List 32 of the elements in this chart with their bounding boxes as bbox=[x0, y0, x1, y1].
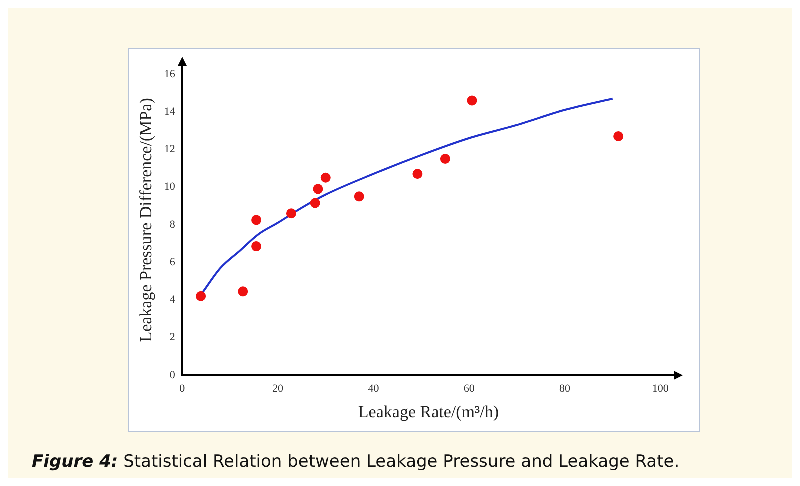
x-axis-title: Leakage Rate/(m³/h) bbox=[358, 402, 499, 422]
point bbox=[320, 172, 331, 183]
x-tick-label: 0 bbox=[180, 382, 186, 395]
x-tick-label: 100 bbox=[652, 382, 670, 395]
y-tick-label: 8 bbox=[170, 218, 176, 231]
point bbox=[440, 154, 450, 164]
point bbox=[310, 198, 320, 208]
point bbox=[614, 131, 624, 142]
point bbox=[313, 184, 324, 194]
y-tick-label: 14 bbox=[164, 106, 176, 118]
text: Statistical Relation between Leakage Pressure and Leakage Rate. bbox=[124, 452, 680, 472]
x-tick-label: 80 bbox=[560, 382, 571, 395]
point bbox=[412, 169, 423, 180]
y-tick-label: 12 bbox=[164, 144, 176, 156]
y-tick-label: 2 bbox=[170, 332, 176, 344]
point bbox=[354, 192, 364, 202]
x-tick-label: 60 bbox=[464, 382, 476, 395]
point bbox=[196, 291, 206, 302]
y-tick-label: 6 bbox=[170, 256, 176, 268]
x-tick-label: 40 bbox=[368, 382, 380, 395]
y-tick-label: 0 bbox=[170, 369, 176, 382]
y-tick-label: 16 bbox=[164, 68, 176, 80]
point bbox=[252, 215, 262, 226]
caption: Figure 4: bbox=[32, 452, 118, 472]
point bbox=[252, 242, 262, 252]
point bbox=[286, 208, 296, 219]
point bbox=[467, 96, 478, 106]
y-tick-label: 4 bbox=[170, 294, 176, 306]
point bbox=[238, 286, 248, 297]
y-axis-title: Leakage Pressure Difference/(MPa) bbox=[136, 98, 156, 342]
x-tick-label: 20 bbox=[272, 382, 284, 395]
y-tick-label: 10 bbox=[164, 181, 176, 194]
